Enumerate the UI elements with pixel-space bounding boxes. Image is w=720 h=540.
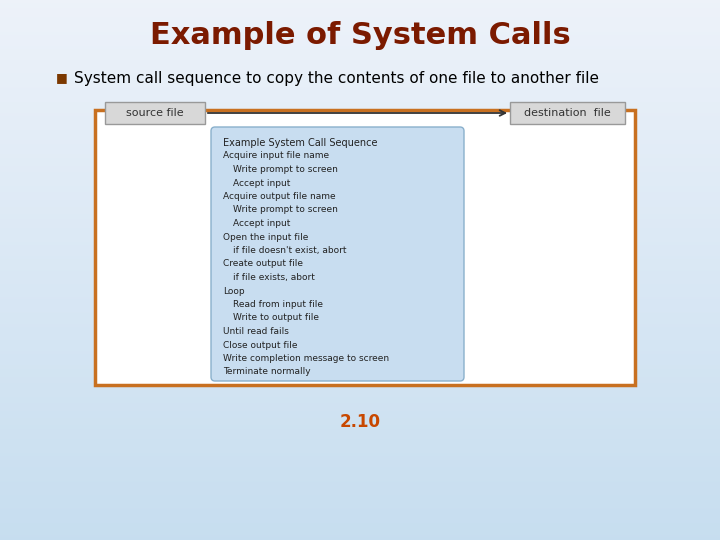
Text: System call sequence to copy the contents of one file to another file: System call sequence to copy the content…: [74, 71, 599, 85]
Text: Acquire input file name: Acquire input file name: [223, 152, 329, 160]
Text: ■: ■: [56, 71, 68, 84]
Text: if file exists, abort: if file exists, abort: [233, 273, 315, 282]
Text: Read from input file: Read from input file: [233, 300, 323, 309]
Text: Accept input: Accept input: [233, 179, 290, 187]
Text: Write completion message to screen: Write completion message to screen: [223, 354, 389, 363]
Text: Accept input: Accept input: [233, 219, 290, 228]
Text: source file: source file: [126, 108, 184, 118]
FancyBboxPatch shape: [105, 102, 205, 124]
Text: Example System Call Sequence: Example System Call Sequence: [223, 138, 377, 148]
Text: Loop: Loop: [223, 287, 245, 295]
Text: Create output file: Create output file: [223, 260, 303, 268]
Text: Write prompt to screen: Write prompt to screen: [233, 206, 338, 214]
FancyBboxPatch shape: [211, 127, 464, 381]
Text: Close output file: Close output file: [223, 341, 297, 349]
Text: if file doesn't exist, abort: if file doesn't exist, abort: [233, 246, 346, 255]
Text: Example of System Calls: Example of System Calls: [150, 21, 570, 50]
Text: Open the input file: Open the input file: [223, 233, 308, 241]
Text: Until read fails: Until read fails: [223, 327, 289, 336]
Text: Write prompt to screen: Write prompt to screen: [233, 165, 338, 174]
Text: Terminate normally: Terminate normally: [223, 368, 310, 376]
FancyBboxPatch shape: [510, 102, 625, 124]
FancyBboxPatch shape: [95, 110, 635, 385]
Text: Acquire output file name: Acquire output file name: [223, 192, 336, 201]
Text: Write to output file: Write to output file: [233, 314, 319, 322]
Text: 2.10: 2.10: [340, 413, 380, 431]
Text: destination  file: destination file: [524, 108, 611, 118]
